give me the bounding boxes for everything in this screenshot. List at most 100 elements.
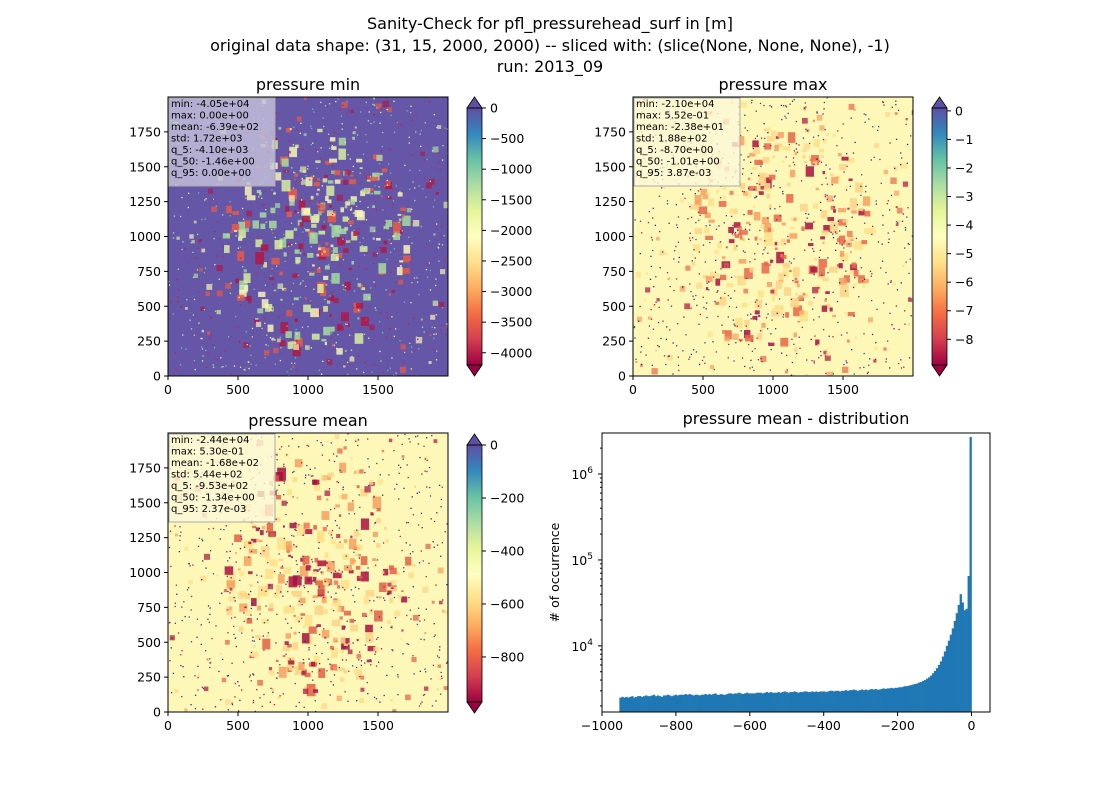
heatmap-cell (311, 223, 317, 228)
heatmap-cell (352, 136, 355, 140)
heatmap-cell (229, 606, 232, 610)
heatmap-speckle (333, 674, 336, 676)
heatmap-cell (796, 283, 800, 288)
heatmap-cell (747, 209, 753, 215)
heatmap-cell (702, 194, 709, 200)
heatmap-speckle (836, 144, 838, 147)
heatmap-speckle (209, 666, 211, 669)
heatmap-speckle (317, 150, 319, 153)
heatmap-cell (376, 518, 381, 524)
heatmap-cell (714, 249, 720, 255)
heatmap-speckle (411, 351, 413, 353)
heatmap-speckle (311, 561, 314, 563)
heatmap-cell (640, 364, 643, 367)
heatmap-cell (717, 241, 722, 249)
heatmap-cell (360, 571, 369, 582)
heatmap-cell (724, 336, 730, 342)
heatmap-speckle (290, 290, 293, 292)
heatmap-speckle (393, 100, 395, 103)
heatmap-speckle (201, 346, 203, 348)
heatmap-speckle (717, 315, 719, 318)
heatmap-speckle (378, 661, 380, 663)
heatmap-cell (374, 610, 383, 622)
heatmap-speckle (773, 185, 775, 187)
heatmap-cell (428, 361, 432, 365)
heatmap-speckle (648, 210, 650, 213)
heatmap-cell (304, 97, 307, 101)
heatmap-speckle (196, 636, 198, 638)
heatmap-speckle (181, 196, 183, 199)
heatmap-speckle (284, 618, 287, 620)
heatmap-speckle (284, 260, 286, 263)
stats-line: mean: -2.38e+01 (636, 122, 724, 133)
stats-line: min: -2.44e+04 (171, 435, 250, 446)
heatmap-speckle (373, 696, 376, 698)
stats-line: mean: -1.68e+02 (171, 458, 259, 469)
heatmap-speckle (234, 637, 236, 639)
heatmap-cell (331, 647, 338, 658)
x-tick-label: −1000 (581, 718, 623, 733)
heatmap-cell (782, 270, 789, 278)
heatmap-speckle (327, 263, 330, 266)
heatmap-cell (255, 527, 260, 532)
heatmap-cell (793, 305, 803, 317)
heatmap-speckle (429, 180, 432, 182)
heatmap-speckle (366, 252, 368, 254)
heatmap-speckle (412, 551, 414, 553)
histogram-bar (759, 692, 763, 712)
heatmap-cell (357, 671, 363, 677)
histogram-bar (904, 686, 907, 712)
heatmap-cell (286, 211, 292, 218)
stats-line: min: -2.10e+04 (636, 99, 715, 110)
heatmap-speckle (714, 259, 717, 262)
heatmap-speckle (412, 514, 415, 516)
heatmap-speckle (175, 369, 177, 371)
histogram-bar (797, 692, 800, 712)
heatmap-speckle (299, 283, 301, 285)
heatmap-cell (395, 572, 400, 576)
heatmap-cell (298, 200, 306, 210)
heatmap-cell (743, 191, 748, 196)
heatmap-speckle (819, 249, 822, 251)
heatmap-speckle (366, 681, 368, 684)
x-tick-label: 1500 (362, 382, 394, 397)
heatmap-cell (356, 572, 360, 574)
heatmap-cell (251, 598, 257, 607)
heatmap-speckle (423, 639, 425, 641)
heatmap-speckle (845, 360, 847, 362)
heatmap-speckle (373, 121, 375, 123)
heatmap-speckle (201, 686, 204, 688)
heatmap-cell (768, 174, 776, 180)
heatmap-speckle (254, 710, 257, 712)
heatmap-speckle (875, 341, 877, 344)
heatmap-cell (756, 189, 761, 193)
heatmap-speckle (839, 282, 841, 284)
heatmap-speckle (265, 590, 267, 592)
heatmap-speckle (307, 168, 309, 170)
histogram-bar (884, 688, 887, 712)
heatmap-speckle (807, 213, 810, 215)
heatmap-speckle (433, 622, 435, 625)
heatmap-cell (813, 203, 819, 209)
heatmap-speckle (791, 338, 793, 340)
heatmap-speckle (890, 194, 893, 196)
heatmap-cell (815, 187, 819, 191)
heatmap-speckle (388, 474, 390, 476)
heatmap-speckle (391, 188, 394, 190)
heatmap-speckle (694, 257, 696, 259)
heatmap-speckle (769, 369, 772, 371)
heatmap-cell (350, 535, 353, 539)
heatmap-cell (338, 606, 345, 612)
histogram-bar (882, 688, 885, 712)
heatmap-cell (679, 286, 686, 292)
heatmap-cell (382, 100, 390, 107)
heatmap-speckle (653, 303, 656, 306)
heatmap-speckle (861, 174, 863, 176)
heatmap-cell (294, 210, 297, 214)
heatmap-speckle (843, 363, 845, 366)
heatmap-cell (829, 221, 839, 234)
heatmap-cell (224, 245, 230, 253)
heatmap-cell (380, 247, 387, 253)
heatmap-cell (347, 502, 355, 512)
heatmap-speckle (298, 631, 300, 634)
